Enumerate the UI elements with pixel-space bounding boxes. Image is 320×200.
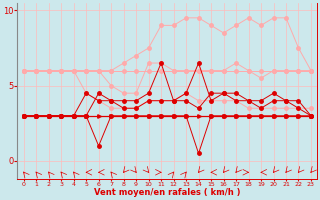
X-axis label: Vent moyen/en rafales ( km/h ): Vent moyen/en rafales ( km/h ) bbox=[94, 188, 241, 197]
